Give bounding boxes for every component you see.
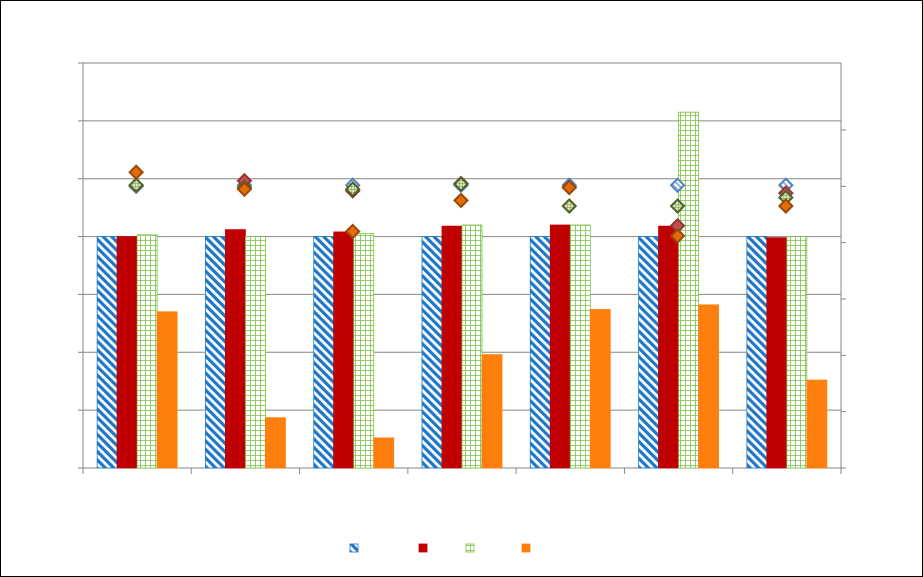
bar xyxy=(353,233,375,469)
diamond-marker xyxy=(344,181,361,198)
bar xyxy=(313,236,335,469)
legend-swatch xyxy=(349,543,359,553)
bar xyxy=(136,234,158,469)
diamond-marker xyxy=(453,192,469,209)
diamond-marker xyxy=(777,198,794,214)
bar xyxy=(373,437,395,469)
bar xyxy=(245,236,266,469)
bar xyxy=(333,231,355,469)
diamond-marker xyxy=(669,177,686,194)
bar xyxy=(549,224,571,469)
diamond-marker xyxy=(344,223,361,240)
bar xyxy=(421,236,443,469)
bar xyxy=(116,236,138,469)
bar xyxy=(156,311,178,469)
diamond-marker xyxy=(128,164,145,181)
marker-series xyxy=(128,164,794,244)
diamond-marker xyxy=(669,227,686,244)
bar xyxy=(225,229,246,469)
bar xyxy=(766,237,788,469)
legend-swatch xyxy=(418,543,428,553)
bar xyxy=(481,354,503,469)
legend-swatch xyxy=(521,543,531,553)
bar xyxy=(678,111,699,469)
bar xyxy=(265,417,286,469)
legend-swatch xyxy=(465,543,475,553)
bar-series xyxy=(96,111,828,469)
diamond-marker xyxy=(128,177,145,194)
bar xyxy=(658,225,679,469)
bar xyxy=(638,236,659,469)
bar xyxy=(461,224,483,469)
bar xyxy=(569,224,591,469)
bar xyxy=(96,236,118,469)
bar xyxy=(589,309,611,469)
bar xyxy=(529,236,551,469)
bar xyxy=(441,225,463,469)
legend xyxy=(349,543,531,553)
bar xyxy=(786,236,808,469)
diamond-marker xyxy=(561,198,578,214)
bar xyxy=(698,304,719,469)
diamond-marker xyxy=(669,198,686,214)
diamond-marker xyxy=(561,179,578,196)
bar xyxy=(205,236,226,469)
diamond-marker xyxy=(453,176,469,192)
bar xyxy=(746,236,768,469)
bar xyxy=(806,379,828,469)
diamond-marker xyxy=(236,181,253,198)
